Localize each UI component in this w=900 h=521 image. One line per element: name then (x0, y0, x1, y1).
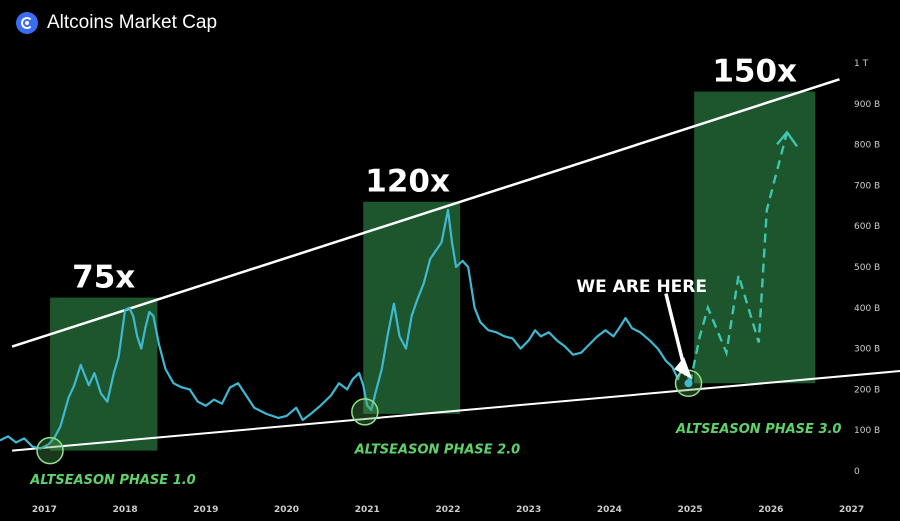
x-tick-label-2026: 2026 (758, 505, 783, 515)
upper-trend-line (11, 78, 840, 348)
chart-header: Altcoins Market Cap (16, 12, 217, 34)
x-tick-label-2025: 2025 (678, 505, 703, 515)
phase-label-2: ALTSEASON PHASE 2.0 (354, 443, 520, 458)
current-position-dot (684, 379, 693, 388)
we-are-here-arrowhead (674, 357, 693, 380)
x-tick-label-2022: 2022 (435, 505, 460, 515)
y-tick-label-8: 800 B (854, 141, 880, 151)
x-tick-label-2024: 2024 (597, 505, 622, 515)
x-tick-label-2023: 2023 (516, 505, 541, 515)
multiplier-label-3: 150x (712, 54, 797, 90)
phase-start-marker-2 (351, 398, 379, 426)
y-tick-label-9: 900 B (854, 100, 880, 110)
multiplier-label-2: 120x (365, 164, 450, 200)
y-tick-label-0: 0 (854, 467, 860, 477)
market-cap-line (0, 208, 692, 450)
we-are-here-label: WE ARE HERE (576, 277, 707, 297)
x-tick-label-2019: 2019 (193, 505, 218, 515)
y-tick-label-7: 700 B (854, 181, 880, 191)
y-tick-label-4: 400 B (854, 304, 880, 314)
projection-arrowhead (776, 130, 798, 148)
x-tick-label-2017: 2017 (32, 505, 57, 515)
y-tick-label-5: 500 B (854, 263, 880, 273)
x-tick-label-2018: 2018 (113, 505, 138, 515)
x-tick-label-2021: 2021 (355, 505, 380, 515)
phase-label-1: ALTSEASON PHASE 1.0 (29, 473, 195, 488)
y-tick-label-6: 600 B (854, 222, 880, 232)
y-tick-label-3: 300 B (854, 345, 880, 355)
altseason-zone-3 (694, 91, 816, 384)
phase-start-marker-1 (36, 436, 64, 465)
y-tick-label-1: 100 B (854, 426, 880, 436)
y-tick-label-10: 1 T (854, 59, 869, 69)
y-tick-label-2: 200 B (854, 385, 880, 395)
coin-logo-icon (16, 12, 38, 34)
x-tick-label-2020: 2020 (274, 505, 299, 515)
altseason-zone-1 (50, 297, 158, 451)
projection-line (688, 132, 789, 384)
lower-trend-line (12, 370, 900, 452)
multiplier-label-1: 75x (72, 260, 135, 296)
phase-label-3: ALTSEASON PHASE 3.0 (675, 422, 841, 437)
x-tick-label-2027: 2027 (839, 505, 864, 515)
page-title: Altcoins Market Cap (47, 12, 218, 33)
